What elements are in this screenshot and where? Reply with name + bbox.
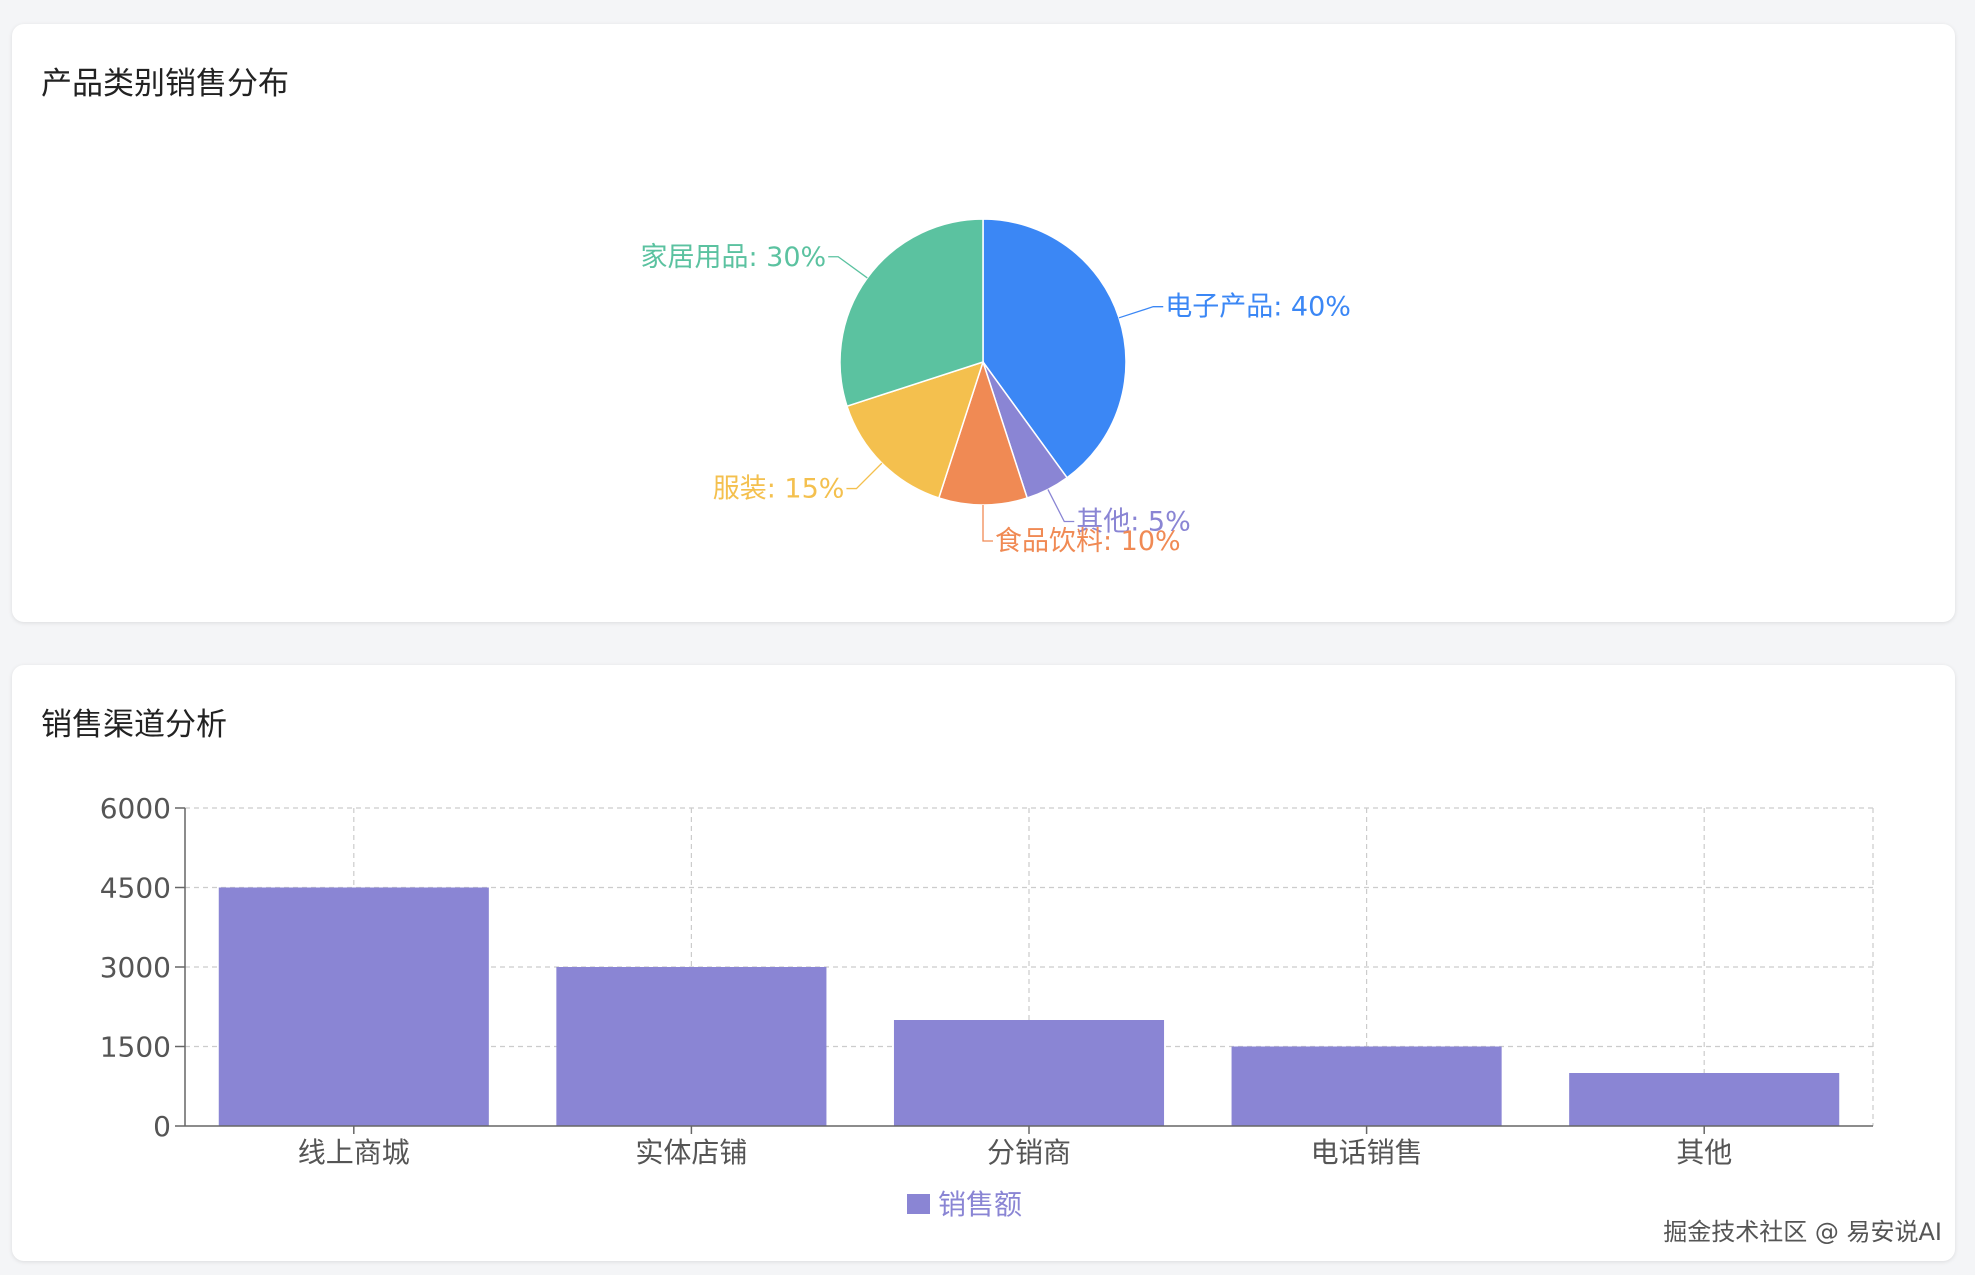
pie-label-0: 电子产品: 40% xyxy=(1165,292,1351,323)
x-tick-label-1: 实体店铺 xyxy=(635,1136,747,1169)
bar-1 xyxy=(556,967,827,1126)
bar-chart-title: 销售渠道分析 xyxy=(41,707,227,743)
x-tick-label-0: 线上商城 xyxy=(298,1136,410,1169)
x-tick-label-2: 分销商 xyxy=(987,1136,1071,1169)
y-tick-label-0: 0 xyxy=(153,1110,171,1143)
pie-label-4: 家居用品: 30% xyxy=(640,242,826,273)
pie-slice-3 xyxy=(846,360,985,499)
watermark: 掘金技术社区 @ 易安说AI xyxy=(1663,1218,1942,1246)
y-tick-label-1: 1500 xyxy=(100,1031,171,1064)
y-tick-label-3: 4500 xyxy=(100,872,171,905)
pie-chart-title: 产品类别销售分布 xyxy=(41,66,289,102)
pie-slice-4 xyxy=(839,218,984,408)
x-tick-label-4: 其他 xyxy=(1676,1136,1732,1169)
pie-label-3: 服装: 15% xyxy=(713,474,845,505)
pie-label-2: 食品饮料: 10% xyxy=(995,526,1181,557)
pie-leader-line-1 xyxy=(1047,489,1075,523)
pie-slice-0 xyxy=(982,218,1127,479)
pie-leader-line-4 xyxy=(828,256,868,279)
legend-swatch xyxy=(907,1194,930,1214)
pie-slice-2 xyxy=(937,359,1029,506)
legend-label: 销售额 xyxy=(938,1188,1022,1221)
y-tick-label-4: 6000 xyxy=(100,792,171,825)
pie-leader-line-2 xyxy=(982,505,993,542)
pie-leader-line-3 xyxy=(846,462,883,490)
bar-2 xyxy=(893,1020,1165,1126)
bar-0 xyxy=(218,887,489,1126)
pie-leader-line-0 xyxy=(1118,306,1164,319)
x-tick-label-3: 电话销售 xyxy=(1311,1136,1423,1169)
y-tick-label-2: 3000 xyxy=(100,951,171,984)
bar-4 xyxy=(1569,1073,1840,1126)
pie-label-1: 其他: 5% xyxy=(1076,506,1191,537)
bar-3 xyxy=(1231,1046,1502,1126)
